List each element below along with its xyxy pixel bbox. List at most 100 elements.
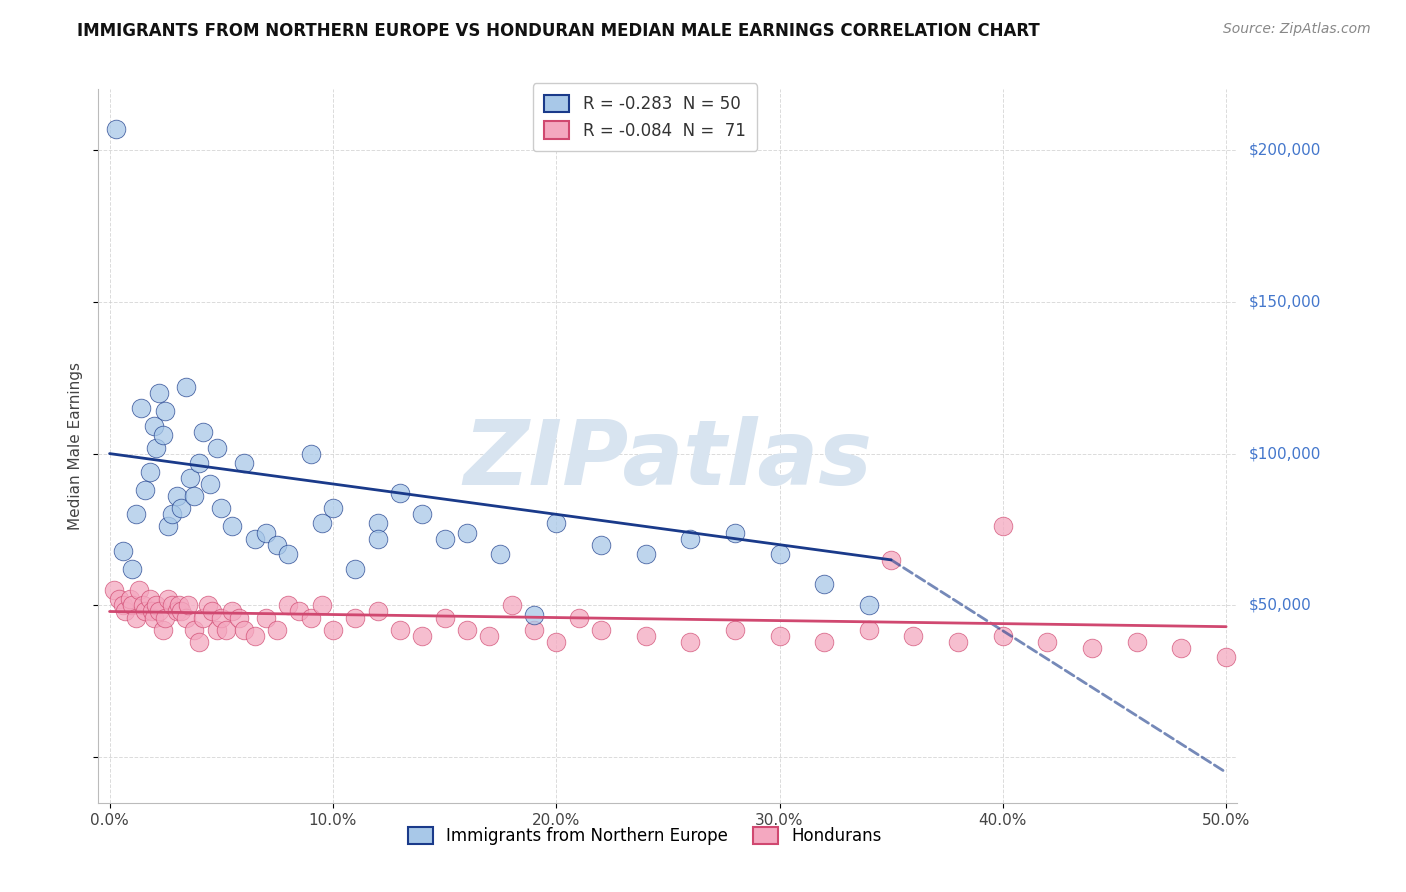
Y-axis label: Median Male Earnings: Median Male Earnings bbox=[67, 362, 83, 530]
Point bbox=[813, 577, 835, 591]
Point bbox=[170, 501, 193, 516]
Point bbox=[433, 610, 456, 624]
Text: IMMIGRANTS FROM NORTHERN EUROPE VS HONDURAN MEDIAN MALE EARNINGS CORRELATION CHA: IMMIGRANTS FROM NORTHERN EUROPE VS HONDU… bbox=[77, 22, 1040, 40]
Point bbox=[768, 629, 790, 643]
Point bbox=[156, 519, 179, 533]
Point bbox=[111, 599, 134, 613]
Point bbox=[858, 623, 880, 637]
Point bbox=[243, 629, 266, 643]
Point bbox=[114, 605, 136, 619]
Point bbox=[679, 532, 702, 546]
Point bbox=[166, 605, 188, 619]
Point bbox=[179, 471, 201, 485]
Point bbox=[118, 592, 141, 607]
Point bbox=[991, 519, 1014, 533]
Point bbox=[177, 599, 200, 613]
Point bbox=[167, 599, 190, 613]
Point bbox=[221, 605, 243, 619]
Point bbox=[160, 508, 183, 522]
Point bbox=[166, 489, 188, 503]
Point bbox=[111, 543, 134, 558]
Point bbox=[134, 605, 156, 619]
Point bbox=[174, 380, 197, 394]
Point bbox=[367, 532, 389, 546]
Point bbox=[121, 599, 143, 613]
Point bbox=[254, 525, 277, 540]
Point bbox=[232, 623, 254, 637]
Point bbox=[411, 629, 433, 643]
Point bbox=[478, 629, 501, 643]
Point bbox=[523, 607, 546, 622]
Point bbox=[388, 623, 411, 637]
Point bbox=[155, 404, 177, 418]
Point bbox=[134, 483, 156, 497]
Point bbox=[634, 547, 657, 561]
Point bbox=[121, 562, 143, 576]
Point bbox=[148, 385, 170, 400]
Point bbox=[129, 401, 152, 415]
Point bbox=[679, 635, 702, 649]
Point bbox=[634, 629, 657, 643]
Point bbox=[411, 508, 433, 522]
Point bbox=[1081, 640, 1104, 655]
Point bbox=[768, 547, 790, 561]
Point bbox=[143, 419, 166, 434]
Point bbox=[103, 583, 125, 598]
Point bbox=[187, 635, 209, 649]
Point bbox=[367, 516, 389, 531]
Point bbox=[388, 486, 411, 500]
Text: $200,000: $200,000 bbox=[1249, 143, 1320, 157]
Point bbox=[143, 610, 166, 624]
Point bbox=[193, 425, 215, 440]
Point bbox=[152, 428, 174, 442]
Point bbox=[107, 592, 129, 607]
Point bbox=[152, 623, 174, 637]
Point bbox=[724, 525, 747, 540]
Point bbox=[903, 629, 925, 643]
Point bbox=[128, 583, 150, 598]
Point bbox=[546, 635, 568, 649]
Point bbox=[125, 508, 148, 522]
Point bbox=[567, 610, 589, 624]
Point bbox=[1126, 635, 1149, 649]
Point bbox=[299, 447, 322, 461]
Point bbox=[187, 456, 209, 470]
Point bbox=[209, 610, 232, 624]
Point bbox=[198, 477, 221, 491]
Point bbox=[160, 599, 183, 613]
Point bbox=[501, 599, 523, 613]
Point bbox=[148, 605, 170, 619]
Point bbox=[1215, 650, 1237, 665]
Point bbox=[155, 610, 177, 624]
Point bbox=[991, 629, 1014, 643]
Point bbox=[193, 610, 215, 624]
Point bbox=[197, 599, 219, 613]
Legend: Immigrants from Northern Europe, Hondurans: Immigrants from Northern Europe, Hondura… bbox=[402, 820, 889, 852]
Point bbox=[489, 547, 512, 561]
Point bbox=[311, 516, 333, 531]
Point bbox=[277, 599, 299, 613]
Point bbox=[243, 532, 266, 546]
Point bbox=[311, 599, 333, 613]
Point bbox=[156, 592, 179, 607]
Point bbox=[145, 441, 167, 455]
Point bbox=[209, 501, 232, 516]
Text: ZIPatlas: ZIPatlas bbox=[464, 417, 872, 504]
Point bbox=[277, 547, 299, 561]
Point bbox=[254, 610, 277, 624]
Point bbox=[266, 623, 288, 637]
Point bbox=[215, 623, 238, 637]
Point bbox=[232, 456, 254, 470]
Point bbox=[1170, 640, 1192, 655]
Point bbox=[813, 635, 835, 649]
Point bbox=[433, 532, 456, 546]
Point bbox=[299, 610, 322, 624]
Point bbox=[880, 553, 903, 567]
Point bbox=[105, 121, 128, 136]
Text: $150,000: $150,000 bbox=[1249, 294, 1320, 310]
Point bbox=[322, 501, 344, 516]
Point bbox=[174, 610, 197, 624]
Point bbox=[145, 599, 167, 613]
Text: $100,000: $100,000 bbox=[1249, 446, 1320, 461]
Point bbox=[139, 465, 162, 479]
